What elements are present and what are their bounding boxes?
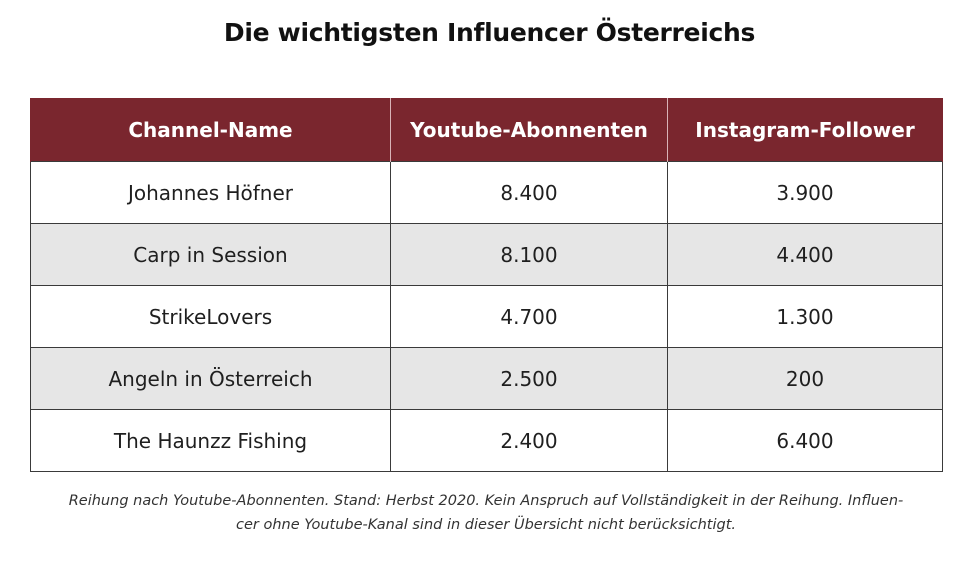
table-row: The Haunzz Fishing 2.400 6.400 [30, 409, 943, 472]
column-header-youtube-subscribers: Youtube-Abonnenten [390, 98, 668, 162]
cell-instagram-followers: 200 [667, 347, 943, 410]
cell-channel-name: Johannes Höfner [30, 161, 391, 224]
cell-instagram-followers: 6.400 [667, 409, 943, 472]
table-row: Carp in Session 8.100 4.400 [30, 223, 943, 286]
cell-channel-name: The Haunzz Fishing [30, 409, 391, 472]
table-row: StrikeLovers 4.700 1.300 [30, 285, 943, 348]
influencer-table: Channel-Name Youtube-Abonnenten Instagra… [30, 98, 943, 472]
footnote-line-2: cer ohne Youtube-Kanal sind in dieser Üb… [235, 517, 737, 533]
cell-youtube-subscribers: 8.400 [390, 161, 668, 224]
table-footnote: Reihung nach Youtube-Abonnenten. Stand: … [30, 489, 942, 537]
cell-youtube-subscribers: 8.100 [390, 223, 668, 286]
column-header-channel-name: Channel-Name [30, 98, 391, 162]
cell-channel-name: Carp in Session [30, 223, 391, 286]
table-title: Die wichtigsten Influencer Österreichs [223, 18, 756, 47]
cell-youtube-subscribers: 4.700 [390, 285, 668, 348]
cell-youtube-subscribers: 2.400 [390, 409, 668, 472]
cell-instagram-followers: 3.900 [667, 161, 943, 224]
cell-channel-name: StrikeLovers [30, 285, 391, 348]
cell-instagram-followers: 4.400 [667, 223, 943, 286]
table-row: Angeln in Österreich 2.500 200 [30, 347, 943, 410]
table-row: Johannes Höfner 8.400 3.900 [30, 161, 943, 224]
footnote-line-1: Reihung nach Youtube-Abonnenten. Stand: … [68, 493, 904, 509]
column-header-instagram-followers: Instagram-Follower [667, 98, 943, 162]
header-row: Channel-Name Youtube-Abonnenten Instagra… [30, 98, 943, 162]
cell-instagram-followers: 1.300 [667, 285, 943, 348]
cell-youtube-subscribers: 2.500 [390, 347, 668, 410]
cell-channel-name: Angeln in Österreich [30, 347, 391, 410]
